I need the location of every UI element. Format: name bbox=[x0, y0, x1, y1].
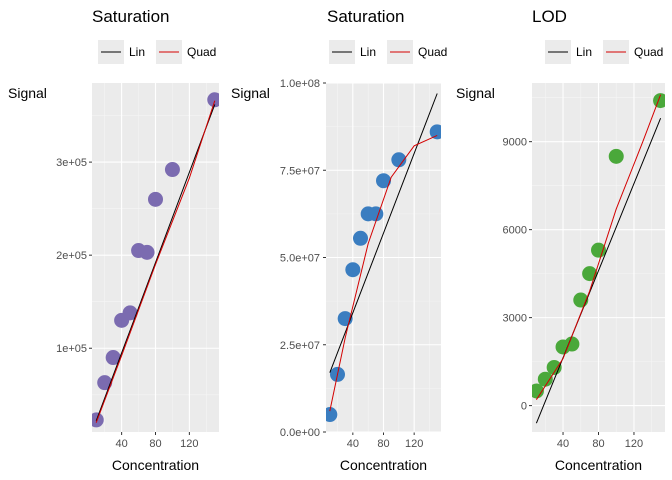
series-line-quad bbox=[535, 94, 662, 400]
legend: Lin Quad bbox=[545, 40, 663, 64]
data-point bbox=[368, 206, 384, 222]
y-tick-label: 0 bbox=[521, 401, 527, 413]
x-axis-label: Concentration bbox=[340, 457, 427, 473]
data-point bbox=[591, 242, 606, 258]
legend-label-quad: Quad bbox=[634, 45, 663, 59]
series-line-lin bbox=[535, 118, 662, 424]
data-point bbox=[653, 93, 665, 109]
data-point bbox=[139, 244, 155, 260]
y-tick-label: 1e+05 bbox=[56, 343, 87, 355]
data-point bbox=[164, 162, 180, 178]
x-tick-label: 80 bbox=[149, 438, 161, 450]
legend: Lin Quad bbox=[329, 40, 447, 64]
y-axis-label: Signal bbox=[231, 85, 270, 101]
chart-title: LOD bbox=[532, 7, 567, 26]
data-point bbox=[207, 92, 219, 108]
x-axis-label: Concentration bbox=[112, 457, 199, 473]
legend: Lin Quad bbox=[98, 40, 216, 64]
y-tick-label: 1.0e+08 bbox=[280, 78, 320, 90]
data-point bbox=[97, 375, 113, 391]
y-tick-label: 2e+05 bbox=[56, 250, 87, 262]
x-tick-label: 40 bbox=[116, 438, 128, 450]
data-point bbox=[92, 412, 104, 428]
data-point bbox=[353, 230, 368, 246]
y-tick-label: 3e+05 bbox=[56, 157, 87, 169]
chart-title: Saturation bbox=[92, 7, 170, 26]
series-line-quad bbox=[95, 100, 216, 423]
y-axis-label: Signal bbox=[8, 85, 47, 101]
x-tick-label: 40 bbox=[557, 438, 569, 450]
chart-title: Saturation bbox=[327, 7, 405, 26]
x-tick-label: 120 bbox=[180, 438, 198, 450]
data-point bbox=[376, 173, 391, 189]
x-tick-label: 120 bbox=[405, 438, 423, 450]
y-tick-label: 0.0e+00 bbox=[280, 427, 320, 439]
data-point bbox=[345, 262, 361, 278]
chart-panel-2: Saturation Lin Quad 40 80 120 0.0e+00 2.5e+07 5.… bbox=[231, 7, 447, 473]
data-layer bbox=[532, 93, 665, 424]
x-tick-label: 80 bbox=[592, 438, 604, 450]
y-tick-label: 6000 bbox=[503, 225, 527, 237]
data-point bbox=[537, 371, 553, 387]
y-tick-label: 7.5e+07 bbox=[280, 165, 320, 177]
y-axis-label: Signal bbox=[456, 85, 495, 101]
x-tick-label: 40 bbox=[347, 438, 359, 450]
data-point bbox=[582, 266, 598, 282]
legend-label-quad: Quad bbox=[187, 45, 216, 59]
data-point bbox=[429, 124, 441, 140]
data-point bbox=[564, 336, 580, 352]
y-tick-label: 5.0e+07 bbox=[280, 253, 320, 265]
x-axis-label: Concentration bbox=[555, 457, 642, 473]
y-tick-label: 3000 bbox=[503, 313, 527, 325]
legend-label-lin: Lin bbox=[576, 45, 592, 59]
x-tick-label: 80 bbox=[377, 438, 389, 450]
y-tick-label: 9000 bbox=[503, 137, 527, 149]
chart-panel-3: LOD Lin Quad 40 80 120 0 3000 6000 9000 Signal Conc… bbox=[456, 7, 665, 473]
series-line-quad bbox=[329, 134, 438, 412]
data-point bbox=[608, 148, 624, 164]
series-line-lin bbox=[95, 104, 216, 421]
data-point bbox=[122, 305, 138, 321]
legend-label-lin: Lin bbox=[360, 45, 376, 59]
legend-label-lin: Lin bbox=[129, 45, 145, 59]
y-tick-label: 2.5e+07 bbox=[280, 340, 320, 352]
data-point bbox=[532, 383, 544, 399]
data-layer bbox=[92, 92, 219, 428]
data-point bbox=[105, 350, 121, 366]
data-point bbox=[326, 407, 338, 423]
data-point bbox=[148, 191, 163, 207]
data-point bbox=[391, 152, 407, 168]
x-tick-label: 120 bbox=[625, 438, 643, 450]
legend-label-quad: Quad bbox=[418, 45, 447, 59]
data-layer bbox=[326, 93, 441, 423]
chart-panel-1: Saturation Lin Quad 40 80 120 1e+05 2e+05 3e+05 S… bbox=[8, 7, 219, 473]
